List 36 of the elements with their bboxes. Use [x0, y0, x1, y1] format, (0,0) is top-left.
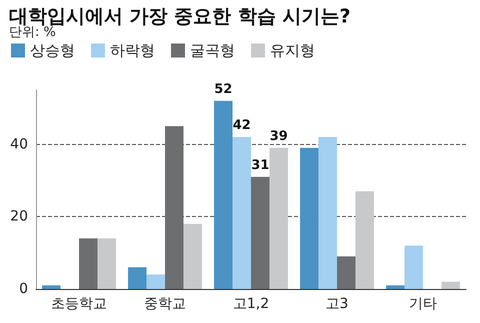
x-tick-label: 초등학교: [51, 296, 107, 312]
bar: [251, 176, 270, 289]
y-tick-label: 20: [10, 208, 28, 225]
bar: [183, 224, 202, 289]
bar: [146, 274, 165, 289]
legend-label: 굴곡형: [190, 42, 235, 60]
bar: [404, 246, 423, 289]
data-label: 42: [232, 118, 251, 134]
bar: [214, 100, 233, 289]
bar: [128, 267, 147, 289]
bar: [441, 282, 460, 289]
bar: [165, 126, 184, 289]
bar: [269, 148, 288, 289]
chart-title: 대학입시에서 가장 중요한 학습 시기는?: [9, 6, 350, 28]
legend-label: 유지형: [270, 42, 315, 60]
bar: [386, 285, 405, 289]
y-tick-label: 40: [10, 136, 28, 152]
bar: [79, 238, 98, 289]
bar: [97, 238, 116, 289]
data-label: 39: [270, 128, 288, 144]
x-tick-label: 고3: [326, 296, 348, 312]
bar: [337, 256, 356, 289]
bar: [300, 148, 319, 289]
x-tick-label: 중학교: [144, 296, 186, 312]
bar: [355, 191, 374, 289]
data-label: 52: [214, 82, 232, 97]
bar: [318, 137, 337, 289]
x-tick-label: 기타: [409, 296, 437, 312]
legend-label: 하락형: [110, 42, 155, 60]
chart-subtitle: 단위: %: [9, 25, 56, 40]
bar: [232, 137, 251, 289]
y-tick-label: 0: [19, 281, 28, 297]
bar: [42, 285, 61, 289]
data-label: 31: [251, 158, 270, 173]
x-tick-label: 고1,2: [232, 296, 270, 312]
legend-label: 상승형: [30, 42, 75, 60]
